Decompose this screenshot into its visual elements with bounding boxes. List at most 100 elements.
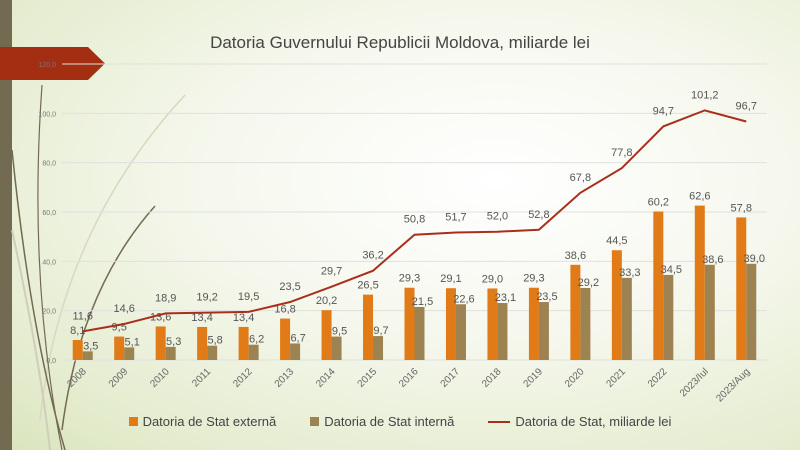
data-label-internal: 34,5 bbox=[661, 264, 682, 276]
y-tick-label: 20,0 bbox=[42, 309, 56, 316]
data-label-total: 52,0 bbox=[487, 211, 508, 223]
data-label-external: 44,5 bbox=[606, 235, 627, 247]
legend-item-total: Datoria de Stat, miliarde lei bbox=[488, 414, 671, 429]
data-label-external: 13,6 bbox=[150, 311, 171, 323]
data-label-external: 13,4 bbox=[191, 312, 212, 324]
data-label-total: 67,8 bbox=[570, 172, 591, 184]
data-label-total: 11,6 bbox=[72, 310, 93, 322]
data-label-total: 19,2 bbox=[196, 292, 217, 304]
data-label-external: 16,8 bbox=[274, 304, 295, 316]
bar-internal bbox=[497, 303, 508, 360]
legend-item-internal: Datoria de Stat internă bbox=[310, 414, 454, 429]
data-label-external: 62,6 bbox=[689, 191, 710, 203]
x-tick-label: 2021 bbox=[604, 366, 628, 390]
y-tick-label: 0,0 bbox=[46, 358, 56, 365]
data-label-internal: 22,6 bbox=[453, 293, 474, 305]
y-tick-label: 80,0 bbox=[42, 161, 56, 168]
bar-internal bbox=[746, 263, 757, 360]
x-tick-label: 2015 bbox=[356, 366, 380, 390]
bar-internal bbox=[663, 274, 674, 360]
data-label-internal: 33,3 bbox=[619, 267, 640, 279]
x-tick-label: 2022 bbox=[646, 366, 670, 390]
x-tick-label: 2016 bbox=[397, 366, 421, 390]
bar-external bbox=[363, 294, 374, 360]
legend-label: Datoria de Stat externă bbox=[142, 414, 277, 429]
chart-title: Datoria Guvernului Republicii Moldova, m… bbox=[210, 33, 590, 52]
data-label-internal: 9,5 bbox=[332, 326, 347, 338]
data-label-total: 19,5 bbox=[238, 291, 259, 303]
legend-swatch bbox=[128, 417, 138, 426]
data-label-total: 96,7 bbox=[736, 100, 757, 112]
data-label-external: 26,5 bbox=[357, 280, 378, 292]
x-tick-label: 2023/Aug bbox=[714, 366, 752, 404]
bar-external bbox=[238, 326, 249, 360]
y-tick-label: 60,0 bbox=[42, 210, 56, 217]
data-label-total: 101,2 bbox=[691, 89, 719, 101]
bar-external bbox=[321, 310, 332, 360]
data-label-internal: 23,1 bbox=[495, 292, 516, 304]
data-label-external: 8,1 bbox=[70, 325, 85, 337]
data-label-internal: 5,3 bbox=[166, 336, 181, 348]
y-tick-label: 120,0 bbox=[38, 62, 56, 69]
data-label-external: 29,0 bbox=[482, 273, 503, 285]
data-label-external: 20,2 bbox=[316, 295, 337, 307]
bar-internal bbox=[290, 343, 301, 360]
bar-internal bbox=[124, 347, 135, 360]
x-tick-label: 2009 bbox=[107, 366, 131, 390]
bar-internal bbox=[580, 287, 591, 360]
data-label-internal: 29,2 bbox=[578, 277, 599, 289]
y-tick-label: 40,0 bbox=[42, 259, 56, 266]
bar-internal bbox=[538, 302, 549, 360]
bar-external bbox=[736, 217, 747, 360]
x-tick-label: 2017 bbox=[439, 366, 463, 390]
bar-external bbox=[445, 288, 456, 360]
data-label-internal: 5,8 bbox=[207, 335, 222, 347]
bar-external bbox=[653, 211, 664, 360]
legend: Datoria de Stat externă Datoria de Stat … bbox=[0, 414, 800, 429]
data-label-internal: 23,5 bbox=[536, 291, 557, 303]
bar-internal bbox=[82, 351, 93, 360]
data-label-internal: 6,2 bbox=[249, 334, 264, 346]
data-label-total: 14,6 bbox=[113, 303, 134, 315]
data-label-total: 77,8 bbox=[611, 147, 632, 159]
side-decoration-bar bbox=[0, 0, 12, 450]
data-label-total: 51,7 bbox=[445, 211, 466, 223]
x-tick-label: 2012 bbox=[231, 366, 255, 390]
bar-external bbox=[694, 205, 705, 360]
bar-external bbox=[114, 336, 125, 360]
bar-internal bbox=[165, 346, 176, 360]
data-label-internal: 38,6 bbox=[702, 254, 723, 266]
x-tick-label: 2018 bbox=[480, 366, 504, 390]
data-label-total: 18,9 bbox=[155, 292, 176, 304]
data-label-internal: 5,1 bbox=[125, 336, 140, 348]
data-label-internal: 39,0 bbox=[744, 253, 765, 265]
legend-label: Datoria de Stat internă bbox=[324, 414, 455, 429]
data-label-total: 29,7 bbox=[321, 266, 342, 278]
bar-internal bbox=[704, 264, 715, 360]
bar-external bbox=[155, 326, 166, 360]
bar-internal bbox=[248, 344, 259, 360]
x-tick-label: 2023/Iul bbox=[678, 366, 711, 399]
bar-external bbox=[197, 326, 208, 360]
data-label-external: 29,1 bbox=[440, 273, 461, 285]
data-label-external: 29,3 bbox=[399, 273, 420, 285]
data-label-external: 29,3 bbox=[523, 273, 544, 285]
bar-external bbox=[280, 318, 291, 360]
bar-internal bbox=[414, 306, 425, 360]
data-label-external: 60,2 bbox=[648, 197, 669, 209]
data-label-total: 94,7 bbox=[653, 105, 674, 117]
x-tick-label: 2010 bbox=[148, 366, 172, 390]
x-tick-label: 2020 bbox=[563, 366, 587, 390]
x-tick-label: 2011 bbox=[190, 366, 213, 389]
data-label-external: 13,4 bbox=[233, 312, 254, 324]
bar-external bbox=[611, 250, 622, 360]
bar-internal bbox=[455, 304, 466, 360]
data-label-internal: 6,7 bbox=[290, 332, 305, 344]
bar-external bbox=[72, 340, 83, 360]
bar-internal bbox=[373, 336, 384, 360]
bar-external bbox=[528, 287, 539, 360]
data-label-total: 36,2 bbox=[362, 250, 383, 262]
bar-external bbox=[487, 288, 498, 360]
bar-external bbox=[570, 264, 581, 360]
